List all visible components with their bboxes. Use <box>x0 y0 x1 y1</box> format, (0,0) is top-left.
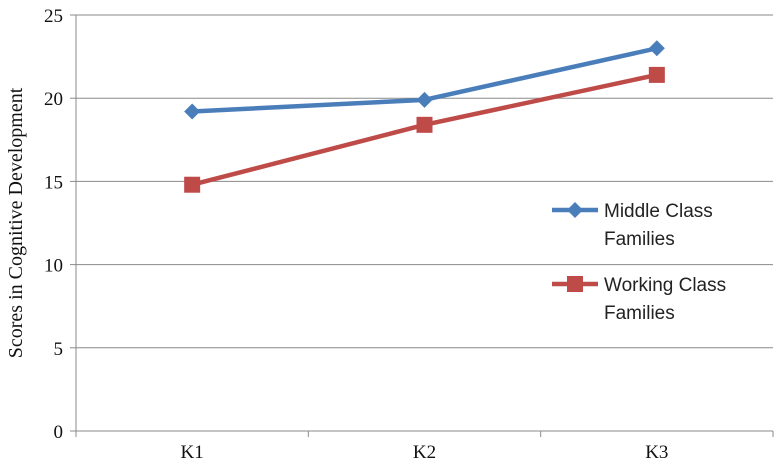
y-tick-label: 10 <box>44 256 63 277</box>
data-point <box>416 116 433 133</box>
legend-label: Families <box>604 229 675 250</box>
series-group <box>184 40 665 193</box>
axes <box>75 15 773 432</box>
legend: Middle Class Families Working Class Familie… <box>552 201 726 324</box>
legend-label: Families <box>604 303 675 324</box>
legend-label: Middle Class <box>604 201 713 222</box>
legend-swatch-marker <box>567 276 583 292</box>
y-tick-label: 0 <box>54 422 64 443</box>
y-tick-label: 20 <box>44 89 63 110</box>
y-tick-label: 25 <box>44 6 63 27</box>
y-tick-label: 15 <box>44 172 63 193</box>
y-tick-label: 5 <box>54 339 64 360</box>
series-1 <box>184 40 665 120</box>
data-point <box>184 176 201 193</box>
x-tick-label: K1 <box>181 442 204 463</box>
x-tick-label: K2 <box>413 442 436 463</box>
data-point <box>416 91 433 108</box>
series-2 <box>184 66 665 193</box>
x-tick-labels: K1 K2 K3 <box>75 431 774 463</box>
data-point <box>184 103 201 120</box>
data-point <box>648 40 665 57</box>
data-point <box>648 66 665 83</box>
gridlines <box>76 14 773 349</box>
legend-item: Middle Class Families <box>552 201 713 250</box>
legend-swatch-marker <box>567 202 583 218</box>
x-tick-label: K3 <box>645 442 668 463</box>
legend-item: Working Class Families <box>552 275 726 324</box>
legend-label: Working Class <box>604 275 726 296</box>
y-tick-labels: 0 5 10 15 20 25 <box>44 6 76 443</box>
y-axis-title: Scores in Cognitive Development <box>5 87 27 358</box>
